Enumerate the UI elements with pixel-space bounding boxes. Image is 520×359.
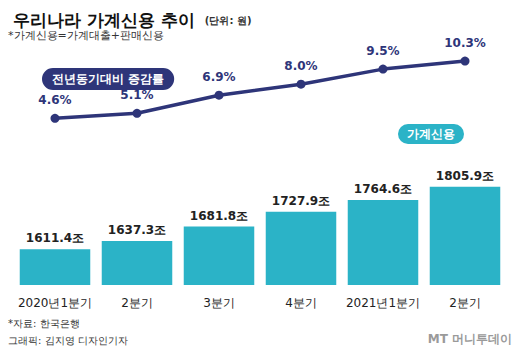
svg-text:그래픽: 김지영 디자인기자: 그래픽: 김지영 디자인기자 [8,335,128,346]
svg-text:1805.9조: 1805.9조 [436,169,494,183]
svg-text:4분기: 4분기 [285,296,317,310]
svg-text:MT 머니투데이: MT 머니투데이 [428,332,512,346]
svg-text:*자료: 한국은행: *자료: 한국은행 [8,318,80,329]
svg-text:1611.4조: 1611.4조 [26,231,84,245]
svg-text:1637.3조: 1637.3조 [108,223,166,237]
svg-text:2021년1분기: 2021년1분기 [346,296,420,310]
svg-text:전년동기대비 증감률: 전년동기대비 증감률 [52,72,164,86]
svg-text:우리나라 가계신용 추이: 우리나라 가계신용 추이 [13,10,195,30]
svg-text:2분기: 2분기 [449,296,481,310]
svg-text:1681.8조: 1681.8조 [190,209,248,223]
svg-text:1727.9조: 1727.9조 [272,194,330,208]
svg-text:9.5%: 9.5% [366,44,399,58]
svg-text:2020년1분기: 2020년1분기 [18,296,92,310]
svg-text:가계신용: 가계신용 [407,127,455,141]
svg-text:8.0%: 8.0% [284,59,317,73]
svg-text:10.3%: 10.3% [444,36,486,50]
svg-text:4.6%: 4.6% [38,93,71,107]
svg-text:2분기: 2분기 [121,296,153,310]
svg-text:5.1%: 5.1% [120,87,154,102]
svg-text:6.9%: 6.9% [202,70,235,84]
svg-text:(단위: 원): (단위: 원) [205,15,252,26]
svg-text:1764.6조: 1764.6조 [354,182,412,196]
svg-text:3분기: 3분기 [203,296,235,310]
svg-text:*가계신용=가계대출+판매신용: *가계신용=가계대출+판매신용 [8,29,164,42]
